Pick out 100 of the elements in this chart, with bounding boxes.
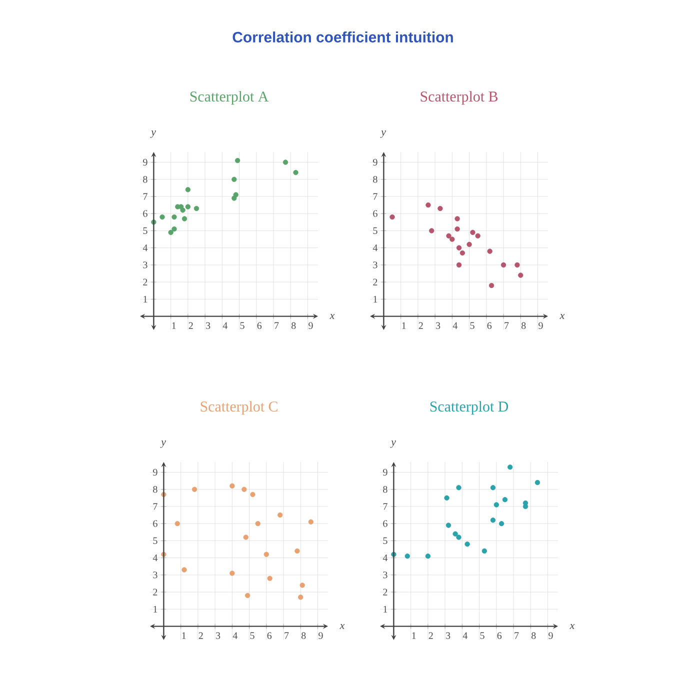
chart-title: Scatterplot C	[200, 401, 278, 415]
y-tick-label: 2	[153, 588, 158, 596]
y-tick-label: 5	[143, 227, 148, 234]
point	[456, 245, 462, 250]
point	[508, 464, 513, 470]
x-tick-label: 5	[470, 322, 474, 329]
y-tick-label: 2	[143, 278, 148, 286]
y-tick-label: 8	[153, 486, 158, 493]
x-tick-label: 3	[446, 632, 450, 639]
y-tick-label: 9	[153, 468, 158, 476]
point	[444, 495, 450, 501]
x-tick-label: 8	[532, 632, 536, 640]
point	[174, 521, 180, 526]
point	[446, 233, 452, 238]
x-tick-label: 7	[274, 322, 279, 329]
x-tick-label: 2	[198, 632, 203, 639]
y-axis-title: y	[380, 130, 386, 138]
point	[490, 485, 496, 490]
chart-title: Scatterplot B	[420, 91, 498, 105]
x-tick-label: 6	[267, 632, 272, 639]
point	[518, 272, 524, 278]
point	[277, 512, 283, 518]
point	[452, 531, 458, 536]
point	[298, 594, 304, 600]
point	[425, 554, 431, 559]
point	[514, 262, 520, 268]
x-axis-title: x	[560, 314, 565, 319]
point	[282, 160, 288, 165]
y-tick-label: 8	[373, 176, 378, 183]
y-tick-label: 4	[152, 554, 158, 562]
x-tick-label: 8	[522, 322, 526, 330]
x-axis-title: x	[340, 624, 345, 629]
x-tick-label: 7	[514, 632, 519, 639]
y-tick-label: 8	[383, 486, 388, 493]
x-tick-label: 6	[497, 632, 502, 639]
point	[390, 214, 395, 220]
y-axis-title: y	[390, 440, 396, 448]
point	[308, 519, 314, 524]
y-tick-label: 3	[143, 262, 148, 268]
point	[182, 216, 188, 222]
point	[233, 192, 238, 198]
point	[446, 522, 452, 528]
y-tick-label: 7	[383, 503, 388, 510]
point	[182, 567, 187, 572]
x-tick-label: 8	[292, 322, 296, 330]
y-tick-label: 4	[372, 244, 378, 252]
y-axis-title: y	[160, 440, 166, 448]
point	[250, 492, 256, 498]
point	[456, 485, 462, 490]
chart-title: Scatterplot A	[190, 91, 269, 105]
point	[466, 242, 472, 247]
point	[475, 233, 480, 238]
point	[460, 250, 466, 256]
point	[500, 262, 506, 268]
x-tick-label: 3	[216, 632, 220, 639]
point	[172, 226, 177, 232]
y-tick-label: 3	[373, 262, 378, 268]
point	[244, 592, 250, 598]
point	[502, 497, 508, 502]
point	[194, 206, 200, 212]
x-tick-label: 5	[240, 322, 244, 329]
point	[243, 534, 248, 540]
y-tick-label: 4	[382, 554, 388, 562]
x-tick-label: 4	[232, 632, 238, 639]
point	[488, 282, 494, 288]
point	[294, 548, 300, 554]
y-tick-label: 6	[143, 210, 148, 217]
y-axis-title: y	[150, 130, 156, 138]
x-tick-label: 3	[436, 322, 440, 329]
y-tick-label: 6	[153, 520, 158, 527]
point	[487, 248, 492, 254]
y-tick-label: 1	[374, 296, 378, 302]
x-tick-label: 4	[462, 632, 468, 639]
text: Correlation coefficient intuition	[232, 32, 453, 42]
point	[456, 534, 462, 540]
y-tick-label: 2	[383, 588, 388, 596]
y-tick-label: 7	[373, 193, 378, 200]
x-tick-label: 1	[172, 322, 176, 329]
y-tick-label: 5	[383, 537, 388, 544]
point	[534, 480, 540, 486]
y-tick-label: 3	[153, 572, 158, 578]
point	[234, 158, 240, 164]
point	[172, 214, 177, 220]
point	[185, 204, 191, 210]
y-tick-label: 5	[153, 537, 158, 544]
y-tick-label: 6	[383, 520, 388, 527]
point	[180, 208, 186, 213]
y-tick-label: 1	[154, 606, 158, 612]
point	[426, 202, 431, 208]
y-tick-label: 6	[373, 210, 378, 217]
chart-title: Scatterplot D	[430, 401, 508, 415]
point	[450, 236, 455, 242]
y-tick-label: 8	[143, 176, 148, 183]
y-tick-label: 2	[373, 278, 378, 286]
x-tick-label: 4	[452, 322, 458, 329]
point	[160, 214, 165, 220]
x-tick-label: 1	[402, 322, 406, 329]
x-tick-label: 5	[250, 632, 254, 639]
y-tick-label: 9	[383, 468, 388, 476]
point	[300, 582, 305, 588]
